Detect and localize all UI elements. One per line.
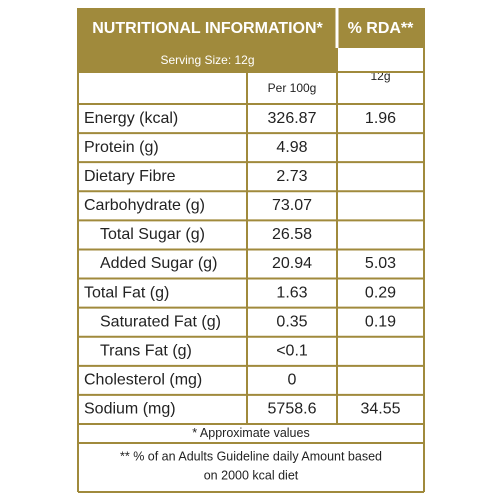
per-100g-value: 26.58: [272, 226, 312, 243]
nutrient-label: Sodium (mg): [84, 401, 176, 418]
nutrient-label: Total Sugar (g): [100, 226, 205, 243]
nutrient-label: Protein (g): [84, 139, 159, 156]
nutrient-label: Carbohydrate (g): [84, 197, 205, 214]
per-100g-value: 326.87: [268, 110, 317, 127]
header-bar: [78, 8, 424, 48]
serving-size: Serving Size: 12g: [160, 53, 254, 67]
nutrient-label: Energy (kcal): [84, 110, 178, 127]
nutrient-label: Dietary Fibre: [84, 168, 176, 185]
serving-bar: [78, 48, 337, 72]
rda-value: 1.96: [365, 110, 396, 127]
footnote-approx: * Approximate values: [192, 426, 309, 440]
per-100g-header: Per 100g: [268, 81, 317, 95]
nutrient-label: Trans Fat (g): [100, 342, 192, 359]
per-100g-value: 0.35: [276, 313, 307, 330]
rda-title: % RDA**: [348, 20, 415, 37]
rda-value: 0.19: [365, 313, 396, 330]
per-100g-value: 73.07: [272, 197, 312, 214]
per-100g-value: <0.1: [276, 342, 308, 359]
rda-value: 34.55: [360, 401, 400, 418]
per-100g-value: 0: [288, 372, 297, 389]
per-100g-value: 1.63: [276, 284, 307, 301]
nutrient-label: Total Fat (g): [84, 284, 169, 301]
footnote-rda: ** % of an Adults Guideline daily Amount…: [120, 449, 382, 463]
nutrient-label: Added Sugar (g): [100, 255, 217, 272]
title: NUTRITIONAL INFORMATION*: [92, 20, 323, 37]
per-100g-value: 5758.6: [268, 401, 317, 418]
per-100g-value: 2.73: [276, 168, 307, 185]
per-100g-value: 4.98: [276, 139, 307, 156]
rda-value: 0.29: [365, 284, 396, 301]
nutrient-label: Saturated Fat (g): [100, 313, 221, 330]
footnote-rda: on 2000 kcal diet: [204, 468, 299, 482]
per-100g-value: 20.94: [272, 255, 312, 272]
nutrient-label: Cholesterol (mg): [84, 372, 202, 389]
rda-value: 5.03: [365, 255, 396, 272]
